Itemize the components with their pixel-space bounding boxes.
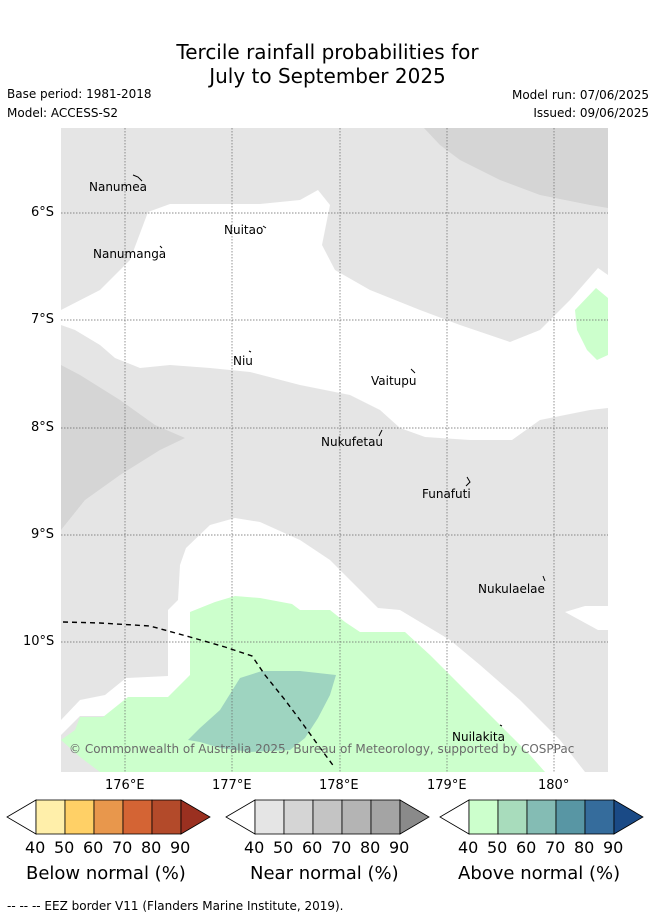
colorbar-below-title: Below normal (%): [26, 863, 186, 884]
lat-label-6s: 6°S: [31, 205, 55, 220]
map-title: Tercile rainfall probabilities for July …: [0, 40, 655, 88]
colorbar-segment: [283, 799, 314, 835]
colorbar-extend-high: [613, 799, 644, 835]
model-name: Model: ACCESS-S2: [7, 106, 119, 120]
colorbar-segment: [312, 799, 343, 835]
island-funafuti: [465, 476, 471, 487]
lon-label-179e: 179°E: [427, 778, 467, 793]
colorbar-segment: [35, 799, 66, 835]
tick-label: 50: [273, 838, 294, 857]
near-normal-50-region-west: [61, 365, 185, 530]
lon-label-176e: 176°E: [105, 778, 145, 793]
place-label-nukulaelae: Nukulaelae: [478, 582, 545, 596]
copyright-notice: © Commonwealth of Australia 2025, Bureau…: [69, 742, 575, 756]
map-edge-nub: [56, 128, 61, 140]
colorbar-segment: [151, 799, 182, 835]
colorbar-segment: [526, 799, 557, 835]
island-niu: [248, 350, 252, 353]
model-run: Model run: 07/06/2025: [511, 88, 649, 102]
place-label-niu: Niu: [233, 354, 253, 368]
tick-label: 90: [170, 838, 191, 857]
colorbar-graphics: [6, 799, 644, 835]
issued-date: Issued: 09/06/2025: [533, 106, 649, 120]
island-nukulaelae: [542, 575, 546, 582]
colorbar-segment: [254, 799, 285, 835]
colorbar-near-title: Near normal (%): [250, 863, 399, 884]
tick-label: 70: [545, 838, 566, 857]
island-nanumea: [132, 174, 143, 182]
tick-label: 90: [603, 838, 624, 857]
tick-label: 70: [112, 838, 133, 857]
lat-label-10s: 10°S: [23, 634, 55, 649]
colorbar-segment: [468, 799, 499, 835]
island-nuilakita: [499, 724, 503, 727]
place-label-nanumanga: Nanumanga: [93, 247, 167, 261]
place-label-vaitupu: Vaitupu: [371, 374, 417, 388]
colorbar-segment: [584, 799, 615, 835]
graticule: [61, 128, 608, 772]
tick-label: 80: [360, 838, 381, 857]
lat-label-9s: 9°S: [31, 527, 55, 542]
place-label-nuilakita: Nuilakita: [452, 730, 505, 744]
island-vaitupu: [410, 368, 416, 374]
colorbar-near-normal: [225, 799, 430, 835]
tick-label: 80: [574, 838, 595, 857]
title-line-2: July to September 2025: [209, 64, 446, 88]
above-normal-50-region: [188, 671, 336, 752]
place-label-nuitao: Nuitao: [224, 223, 264, 237]
island-nukufetau: [378, 429, 383, 437]
colorbar-extend-high: [399, 799, 430, 835]
white-band-north: [61, 190, 608, 440]
title-line-1: Tercile rainfall probabilities for: [176, 40, 479, 64]
eez-border-line: [62, 621, 336, 769]
tick-label: 50: [487, 838, 508, 857]
lat-label-8s: 8°S: [31, 420, 55, 435]
place-label-nukufetau: Nukufetau: [321, 435, 384, 449]
place-label-nanumea: Nanumea: [89, 180, 147, 194]
colorbar-segment: [370, 799, 401, 835]
tick-label: 80: [141, 838, 162, 857]
lon-label-180: 180°: [538, 778, 570, 793]
colorbar-segment: [122, 799, 153, 835]
colorbar-extend-low: [6, 799, 37, 835]
colorbar-segment: [64, 799, 95, 835]
tick-label: 70: [331, 838, 352, 857]
tick-label: 40: [458, 838, 479, 857]
colorbar-extend-low: [225, 799, 256, 835]
lon-label-177e: 177°E: [212, 778, 252, 793]
colorbar-above-title: Above normal (%): [458, 863, 621, 884]
colorbar-segment: [341, 799, 372, 835]
map-area: [56, 128, 608, 772]
colorbar-above-normal: [439, 799, 644, 835]
island-nanumanga: [159, 245, 163, 249]
near-normal-50-region-north: [424, 128, 608, 208]
colorbar-segment: [555, 799, 586, 835]
eez-footnote: -- -- -- EEZ border V11 (Flanders Marine…: [7, 899, 344, 913]
base-period: Base period: 1981-2018: [7, 87, 152, 101]
tick-label: 60: [83, 838, 104, 857]
tick-label: 90: [389, 838, 410, 857]
colorbar-extend-high: [180, 799, 211, 835]
tick-label: 40: [25, 838, 46, 857]
lat-label-7s: 7°S: [31, 312, 55, 327]
colorbar-segment: [497, 799, 528, 835]
colorbar-extend-low: [439, 799, 470, 835]
above-normal-40-region-east: [575, 288, 608, 360]
island-shapes: [132, 174, 546, 727]
tick-label: 40: [244, 838, 265, 857]
colorbar-segment: [93, 799, 124, 835]
colorbar-below-normal: [6, 799, 211, 835]
place-label-funafuti: Funafuti: [422, 487, 471, 501]
island-nuitao: [262, 225, 267, 229]
tick-label: 60: [302, 838, 323, 857]
tick-label: 50: [54, 838, 75, 857]
tick-label: 60: [516, 838, 537, 857]
lon-label-178e: 178°E: [319, 778, 359, 793]
white-patch-east: [565, 606, 608, 630]
